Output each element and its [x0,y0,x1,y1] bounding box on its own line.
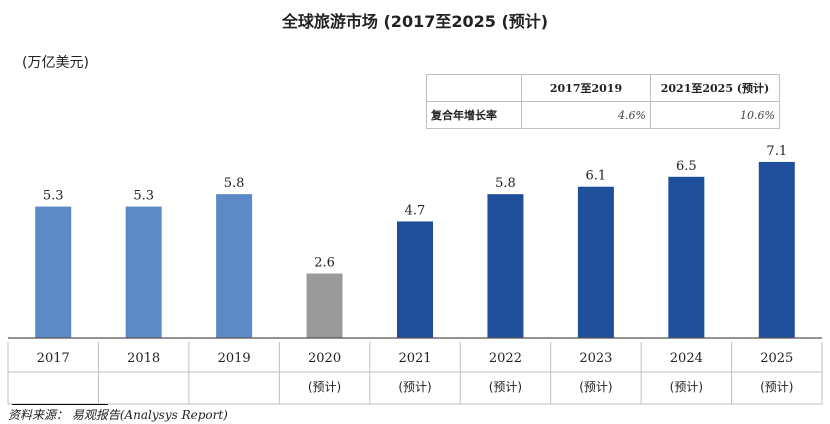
tick-label-2018: 2018 [127,351,160,366]
cagr-header-2021-2025: 2021至2025 (预计) [650,74,780,102]
bar-2020 [306,273,343,338]
forecast-label-2023: (预计) [579,380,612,394]
chart-title: 全球旅游市场 (2017至2025 (预计) [281,12,549,31]
bar-2025 [758,161,795,338]
bar-2021 [397,221,433,338]
value-label-2025: 7.1 [766,144,787,159]
bar-2024 [668,176,705,338]
tick-label-2025: 2025 [760,351,793,366]
tick-label-2017: 2017 [37,351,70,366]
bar-group: 5.3 5.3 5.8 2.6 4.7 5.8 6.1 6.5 7.1 [35,144,795,338]
tick-label-2019: 2019 [218,351,251,366]
bar-2022 [487,194,524,338]
value-label-2018: 5.3 [133,189,154,204]
tick-label-2022: 2022 [489,351,522,366]
value-label-2020: 2.6 [314,256,335,271]
forecast-label-2020: (预计) [308,380,341,394]
value-label-2023: 6.1 [586,169,607,184]
cagr-value-2017-2019: 4.6% [521,101,651,129]
value-label-2024: 6.5 [676,159,697,174]
tick-label-2024: 2024 [670,351,703,366]
bar-2018 [125,206,162,338]
tick-label-2023: 2023 [579,351,612,366]
tick-label-2020: 2020 [308,351,341,366]
cagr-value-row: 复合年增长率 4.6% 10.6% [426,101,780,129]
cagr-header-row: 2017至2019 2021至2025 (预计) [426,74,780,102]
bar-2017 [35,206,72,338]
forecast-label-2024: (预计) [670,380,703,394]
value-label-2017: 5.3 [43,189,64,204]
forecast-label-2022: (预计) [489,380,522,394]
value-label-2022: 5.8 [495,176,516,191]
cagr-header-2017-2019: 2017至2019 [521,74,651,102]
cagr-table: 2017至2019 2021至2025 (预计) 复合年增长率 4.6% 10.… [426,74,780,129]
category-axis: 2017 2018 2019 2020 (预计) 2021 (预计) 2022 (预计) 2023… [7,337,823,405]
source-note: 资料来源： 易观报告(Analysys Report) [8,408,228,422]
forecast-label-2025: (预计) [760,380,793,394]
value-label-2019: 5.8 [224,176,245,191]
value-label-2021: 4.7 [405,203,426,218]
tick-label-2021: 2021 [398,351,431,366]
cagr-value-2021-2025: 10.6% [650,101,780,129]
cagr-row-label: 复合年增长率 [426,101,522,129]
forecast-label-2021: (预计) [398,380,431,394]
bar-2019 [216,194,253,338]
source-divider [12,404,108,405]
bar-2023 [577,186,614,338]
unit-label: (万亿美元) [22,55,89,71]
